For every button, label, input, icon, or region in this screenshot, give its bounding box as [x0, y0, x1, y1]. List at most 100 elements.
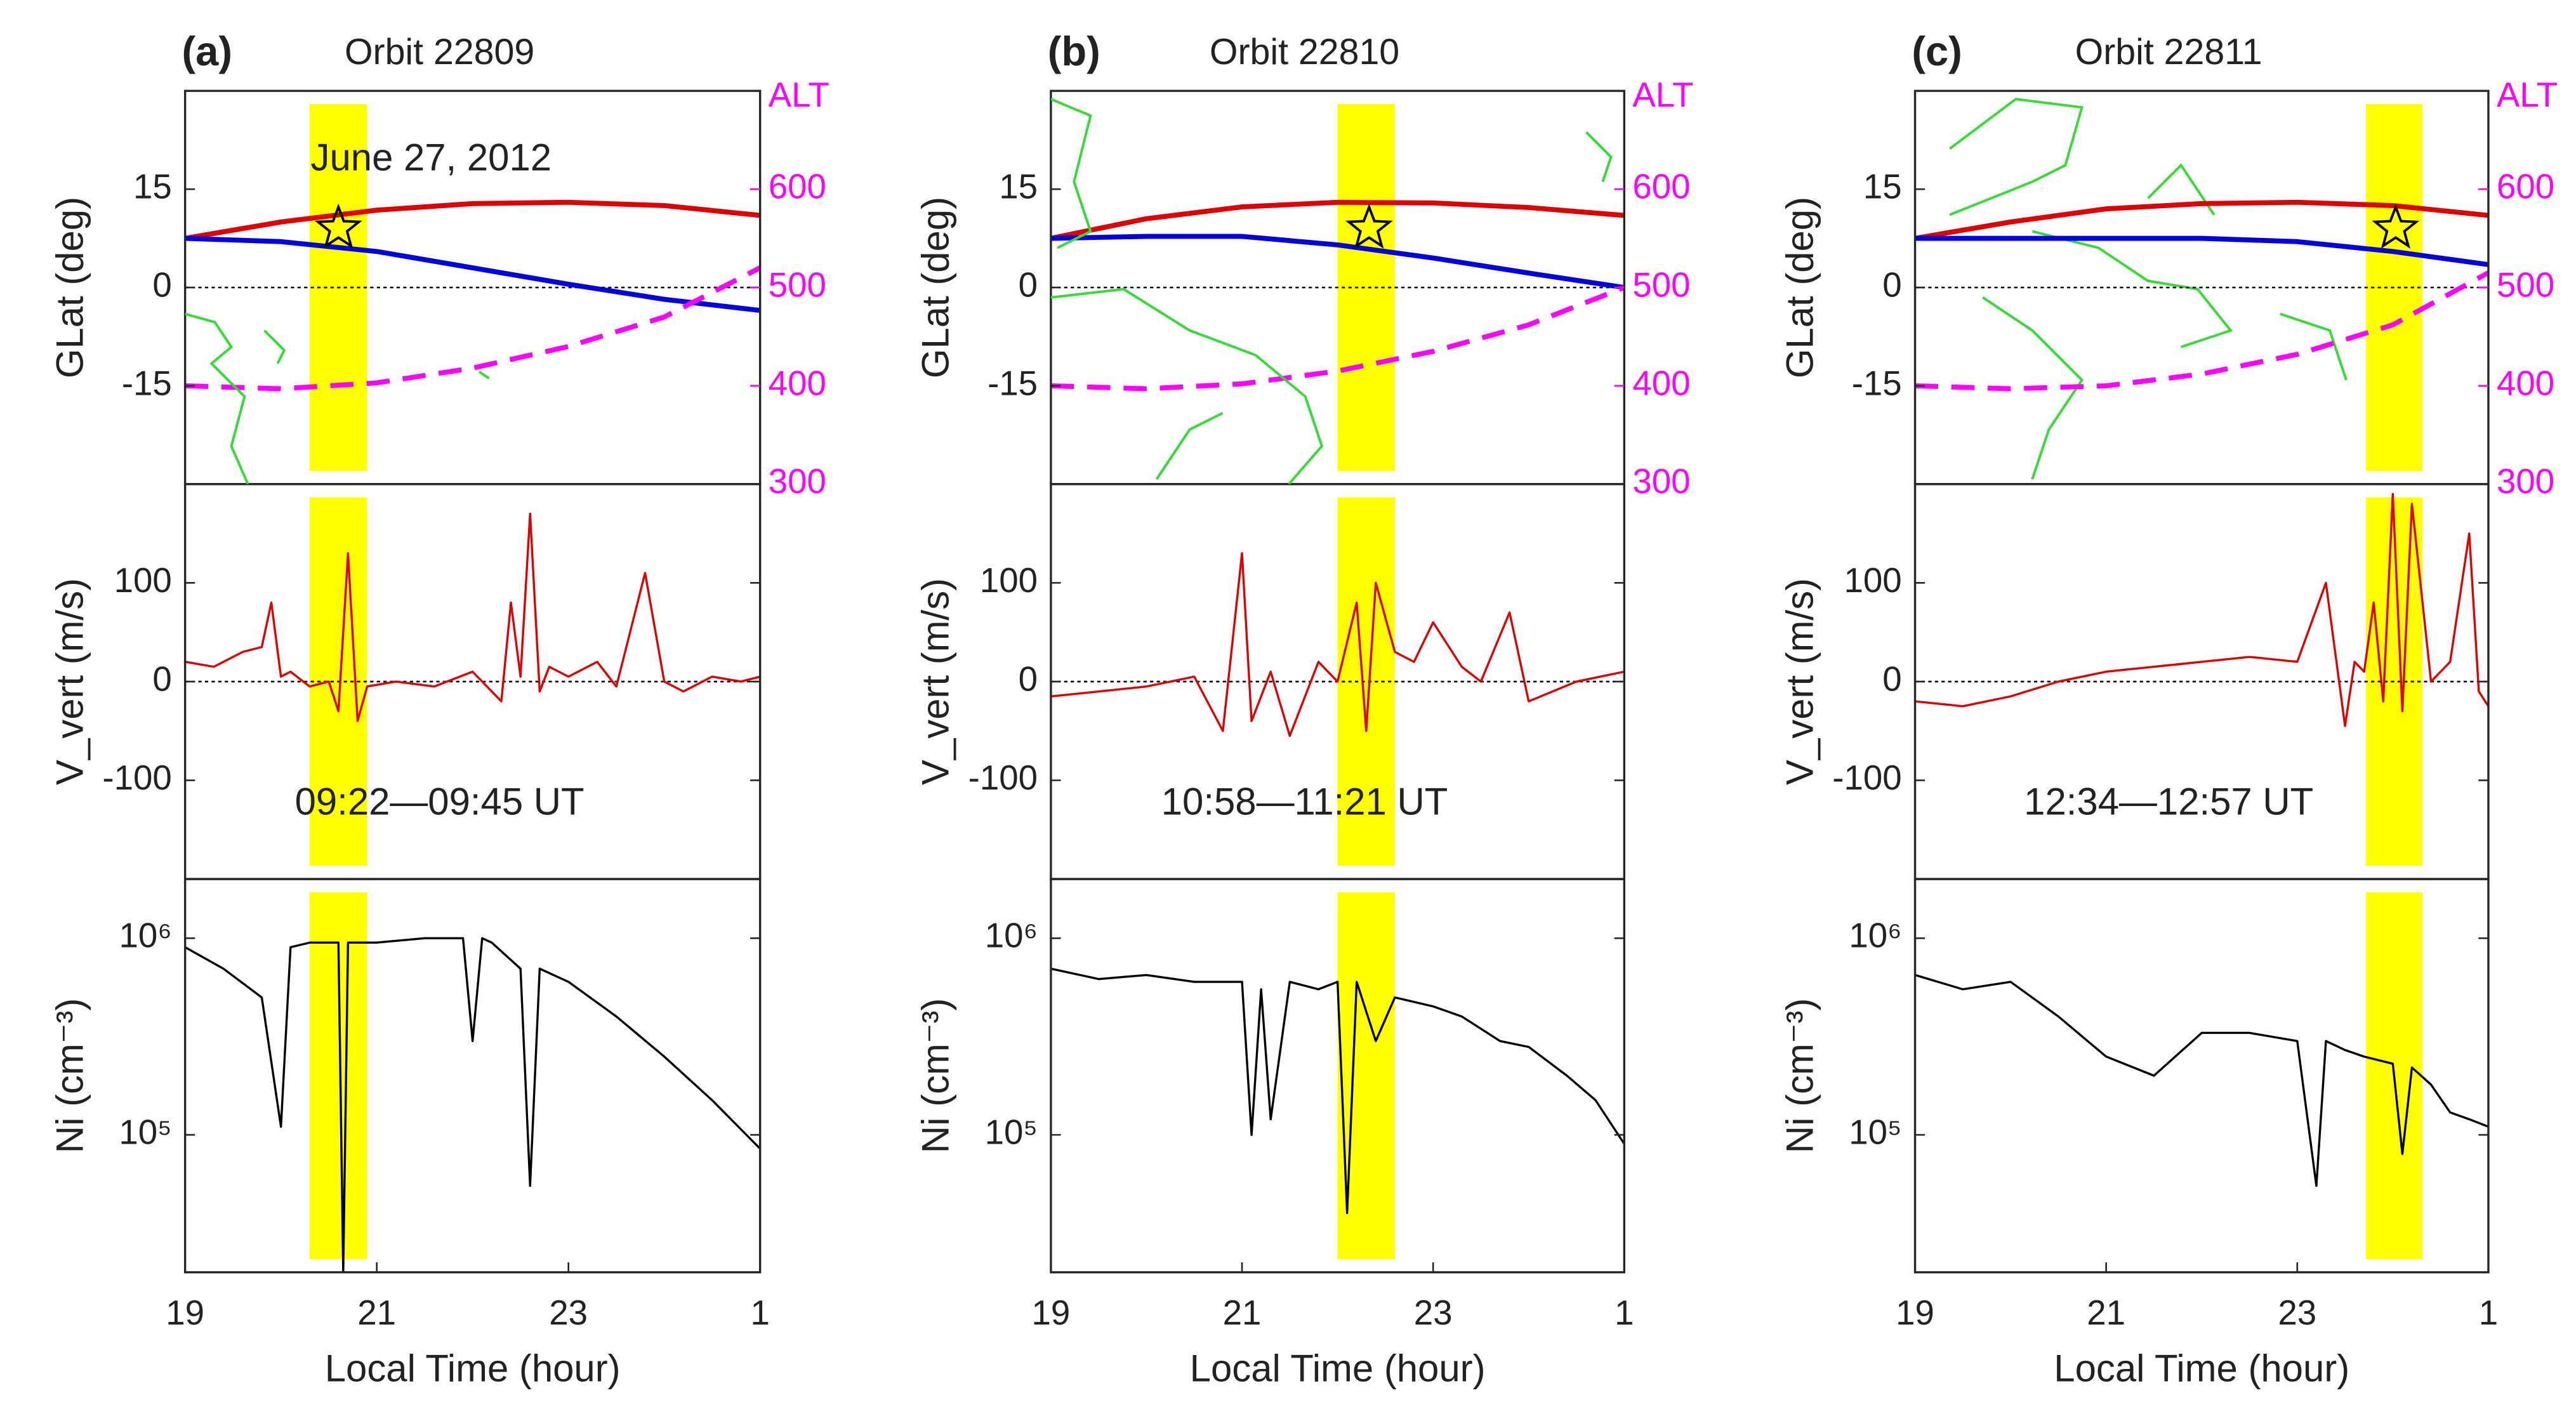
coastline: [1949, 98, 2084, 216]
coastline: [1050, 98, 1092, 249]
y-axis-label: V_vert (m/s): [1778, 578, 1821, 785]
plot-lines: [1915, 199, 2488, 392]
coastline: [2031, 230, 2233, 348]
coastline: [263, 329, 286, 364]
series-line: [185, 512, 760, 722]
annotation: June 27, 2012: [311, 136, 552, 178]
y2-tick-label: 300: [2497, 462, 2554, 501]
series-line: [1050, 967, 1625, 1215]
x-tick-label: 23: [1414, 1293, 1453, 1332]
coastline: [2280, 312, 2348, 381]
annotation: 12:34—12:57 UT: [2024, 781, 2313, 823]
axes-frame: [1913, 878, 2490, 1274]
plot-lines: [1915, 492, 2488, 727]
x-tick-label: 19: [1032, 1293, 1071, 1332]
y2-tick-label: 300: [1632, 462, 1690, 501]
y-tick-label: 15: [999, 168, 1038, 206]
series-line: [1050, 199, 1625, 241]
y-tick-label: 10⁶: [985, 916, 1038, 955]
panel-label: (c): [1912, 28, 1962, 74]
plot-lines: [185, 937, 760, 1272]
x-tick-label: 21: [2087, 1293, 2125, 1332]
x-tick-label: 19: [1896, 1293, 1934, 1332]
y-axis-label: Ni (cm⁻³): [915, 998, 957, 1153]
y-axis-label: GLat (deg): [915, 197, 957, 378]
x-axis-label: Local Time (hour): [1190, 1347, 1486, 1390]
plot-lines: [185, 512, 760, 722]
coastline: [1050, 288, 1324, 484]
plot: [1337, 104, 1395, 471]
y-axis-label: Ni (cm⁻³): [48, 998, 91, 1153]
y-tick-label: 10⁶: [1849, 916, 1901, 955]
y-tick-label: 15: [1863, 168, 1902, 206]
series-line: [1915, 974, 2488, 1187]
axes-frame: [183, 878, 762, 1274]
x-tick-label: 23: [549, 1293, 588, 1332]
x-tick-label: 23: [2278, 1293, 2316, 1332]
coastline: [479, 371, 490, 380]
x-tick-label: 19: [166, 1293, 204, 1332]
y-tick-label: 0: [1882, 265, 1901, 304]
y2-tick-label: 600: [769, 168, 826, 206]
highlight-band: [1337, 104, 1395, 471]
coastline: [185, 312, 249, 484]
y-tick-label: 15: [133, 168, 172, 206]
y2-axis-label: ALT: [769, 76, 829, 114]
y2-tick-label: 300: [769, 462, 826, 501]
y-tick-label: 0: [152, 659, 171, 698]
y-tick-label: 100: [1844, 561, 1901, 600]
series-line: [1050, 234, 1625, 290]
series-line: [185, 235, 760, 314]
axes-frame: [1050, 878, 1626, 1274]
y2-tick-label: 400: [2497, 364, 2554, 402]
y-tick-label: 0: [1019, 265, 1038, 304]
y-axis-label: GLat (deg): [48, 197, 91, 378]
y-tick-label: 0: [1019, 659, 1038, 698]
y-tick-label: -15: [1852, 364, 1902, 402]
coastline: [1585, 131, 1613, 183]
y-tick-label: 100: [114, 561, 172, 600]
chart-title: Orbit 22810: [1210, 32, 1399, 72]
chart-title: Orbit 22809: [345, 32, 534, 72]
star-marker: [314, 203, 362, 249]
series-line: [1915, 270, 2488, 392]
y-tick-label: -15: [122, 364, 172, 402]
y-axis-label: GLat (deg): [1778, 197, 1821, 378]
plot: [1337, 497, 1395, 866]
plot-lines: [1050, 199, 1625, 392]
series-line: [1915, 235, 2488, 267]
y-tick-label: 10⁶: [119, 916, 172, 955]
panel-label: (a): [182, 28, 232, 74]
y2-tick-label: 600: [1632, 168, 1690, 206]
x-tick-label: 21: [1223, 1293, 1262, 1332]
y-tick-label: -100: [102, 758, 171, 797]
y-tick-label: 0: [152, 265, 171, 304]
y-tick-label: -100: [1832, 758, 1901, 797]
x-axis-label: Local Time (hour): [2054, 1347, 2349, 1390]
y-axis-label: V_vert (m/s): [48, 578, 91, 785]
y2-axis-label: ALT: [1632, 76, 1693, 114]
plot-lines: [1915, 974, 2488, 1187]
panel-label: (b): [1048, 28, 1100, 74]
plot-lines: [1050, 967, 1625, 1215]
y2-tick-label: 600: [2497, 168, 2554, 206]
x-tick-label: 1: [750, 1293, 769, 1332]
y2-tick-label: 400: [1632, 364, 1690, 402]
x-tick-label: 1: [1615, 1293, 1634, 1332]
y-tick-label: 10⁵: [1849, 1113, 1901, 1152]
series-line: [1915, 199, 2488, 241]
coastline: [2147, 163, 2216, 216]
highlight-band: [1337, 497, 1395, 866]
y-tick-label: 10⁵: [985, 1113, 1038, 1152]
series-line: [1050, 285, 1625, 392]
series-line: [1050, 552, 1625, 737]
x-tick-label: 21: [357, 1293, 396, 1332]
annotation: 09:22—09:45 UT: [295, 781, 585, 823]
y2-tick-label: 500: [769, 265, 826, 304]
annotation: 10:58—11:21 UT: [1161, 781, 1448, 823]
y-tick-label: -100: [968, 758, 1038, 797]
chart-title: Orbit 22811: [2075, 32, 2262, 72]
star-marker: [1345, 203, 1393, 249]
star-marker: [2372, 203, 2420, 249]
